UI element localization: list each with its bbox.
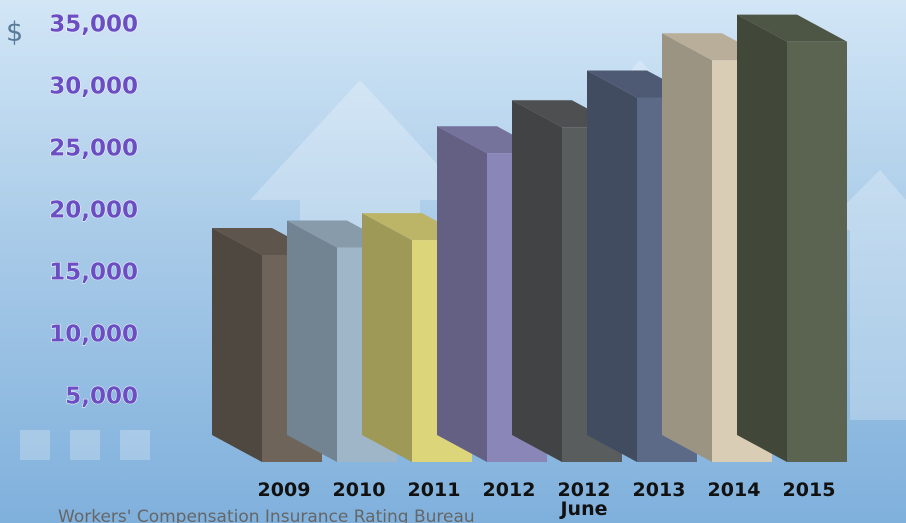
bar-top [737, 14, 847, 42]
bar-side [662, 33, 712, 462]
bar-side [512, 100, 562, 463]
bar-side [737, 14, 787, 463]
bar-side [212, 227, 262, 462]
y-tick-label: 10,000 [49, 322, 138, 348]
y-tick-label: 5,000 [65, 384, 138, 410]
y-tick-label: 35,000 [49, 12, 138, 38]
x-tick-label: 2009 [257, 479, 311, 501]
x-tick-label: 2012 [482, 479, 536, 501]
y-tick-label: 30,000 [49, 74, 138, 100]
x-tick-label: 2012 June [557, 479, 611, 520]
y-tick-label: 25,000 [49, 136, 138, 162]
source: Workers' Compensation Insurance Rating B… [58, 507, 475, 523]
x-tick-label: 2014 [707, 479, 761, 501]
x-tick-label: 2010 [332, 479, 386, 501]
bars [212, 14, 847, 463]
x-tick-label: 2013 [632, 479, 686, 501]
x-tick-label: 2015 [782, 479, 836, 501]
bar-front [787, 41, 847, 463]
currency-symbol: $ [6, 17, 24, 48]
y-tick-label: 15,000 [49, 260, 138, 286]
bar-side [587, 70, 637, 462]
bar-side [362, 213, 412, 462]
y-tick-label: 20,000 [49, 198, 138, 224]
bar [737, 14, 847, 463]
bar-side [437, 126, 487, 462]
x-tick-label: 2011 [407, 479, 461, 501]
bar-side [287, 220, 337, 462]
